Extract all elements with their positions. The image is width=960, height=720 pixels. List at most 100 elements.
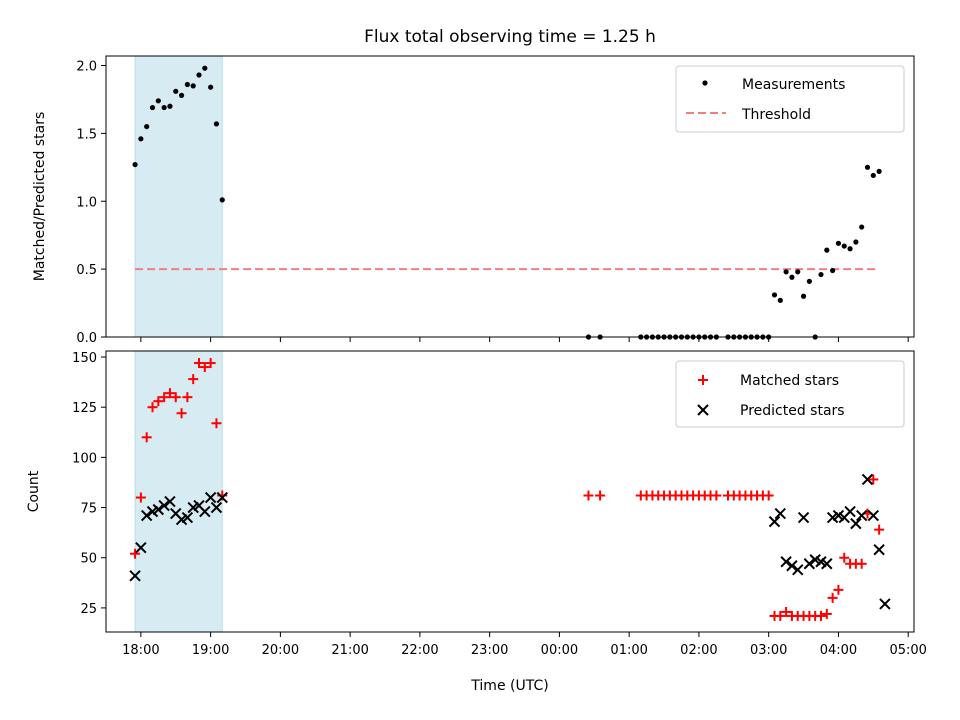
bottom-shaded-span <box>134 350 223 633</box>
legend-matched-label: Matched stars <box>740 373 839 389</box>
predicted-star-point <box>792 564 804 576</box>
legend-predicted-label: Predicted stars <box>740 403 845 419</box>
marker-stroke <box>815 556 827 568</box>
marker-stroke <box>135 541 147 554</box>
matched-star-points <box>130 358 885 621</box>
predicted-star-point <box>850 517 862 530</box>
matched-star-point <box>833 584 844 595</box>
marker-stroke <box>821 558 833 570</box>
measurement-point <box>864 164 871 170</box>
matched-star-point <box>170 392 181 403</box>
marker-stroke <box>697 404 709 416</box>
y-tick-label: 75 <box>80 502 97 517</box>
measurement-point <box>795 269 801 275</box>
matched-star-point <box>763 490 774 501</box>
predicted-star-point <box>129 570 141 582</box>
predicted-star-point <box>135 541 147 554</box>
measurement-point <box>806 278 812 284</box>
bottom-axes-frame <box>105 350 915 633</box>
y-tick-label: 50 <box>80 552 97 567</box>
top-legend: Measurements Threshold <box>675 65 905 133</box>
matched-star-point <box>211 418 222 429</box>
matched-star-point <box>188 374 199 385</box>
x-tick-label: 19:00 <box>192 643 229 658</box>
measurement-point <box>771 292 778 298</box>
measurement-point <box>173 88 179 94</box>
predicted-star-points <box>129 473 891 610</box>
matched-star-point <box>199 362 210 373</box>
measurement-point <box>196 72 202 78</box>
marker-stroke <box>855 509 868 522</box>
x-tick-label: 18:00 <box>122 643 159 658</box>
top-axes-frame <box>105 55 915 338</box>
matched-star-point <box>194 358 205 369</box>
legend-plus-marker <box>698 375 708 385</box>
bottom-x-ticks: 18:00 19:00 20:00 21:00 22:00 23:00 00:00 01:00… <box>122 632 927 658</box>
marker-stroke <box>809 554 821 566</box>
x-tick-label: 04:00 <box>820 643 857 658</box>
top-y-axis-label: Matched/Predicted stars <box>32 112 48 282</box>
predicted-star-point <box>204 491 217 504</box>
matched-star-point <box>182 392 193 403</box>
marker-stroke <box>199 505 211 518</box>
predicted-star-point <box>216 491 228 504</box>
marker-stroke <box>768 515 781 528</box>
x-axis-label: Time (UTC) <box>470 678 548 694</box>
marker-stroke <box>850 517 862 530</box>
measurement-point <box>161 104 167 111</box>
y-tick-label: 1.0 <box>76 195 97 210</box>
matched-star-point <box>815 610 826 621</box>
matched-star-point <box>147 402 158 413</box>
measurement-point <box>830 267 836 274</box>
y-tick-label: 100 <box>72 451 97 466</box>
predicted-star-point <box>867 509 880 522</box>
predicted-star-point <box>152 503 165 516</box>
predicted-star-point <box>861 473 874 486</box>
measurement-point <box>219 197 225 203</box>
measurement-point <box>824 247 830 253</box>
measurement-point <box>138 136 144 142</box>
matched-star-point <box>781 606 792 617</box>
legend-threshold-label: Threshold <box>741 107 811 123</box>
x-tick-label: 01:00 <box>610 643 647 658</box>
x-tick-label: 21:00 <box>331 643 368 658</box>
matched-star-point <box>153 396 164 407</box>
legend-x-marker <box>697 404 709 416</box>
y-tick-label: 0.0 <box>76 331 97 346</box>
marker-stroke <box>216 491 228 504</box>
measurement-point <box>859 224 865 230</box>
marker-stroke <box>158 499 170 512</box>
measurement-point <box>777 297 783 303</box>
measurement-point <box>178 92 185 98</box>
marker-stroke <box>861 473 874 486</box>
marker-stroke <box>792 564 804 576</box>
matched-star-point <box>164 388 175 399</box>
predicted-star-point <box>210 501 223 514</box>
legend-matched-marker <box>698 375 708 385</box>
marker-stroke <box>780 556 792 568</box>
measurement-point <box>184 81 190 88</box>
measurement-point <box>167 103 173 109</box>
predicted-star-point <box>821 558 833 570</box>
marker-stroke <box>152 503 165 516</box>
predicted-star-point <box>855 509 868 522</box>
y-tick-label: 1.5 <box>76 127 97 142</box>
bottom-y-axis-label: Count <box>26 470 42 512</box>
measurement-point <box>155 98 161 104</box>
measurement-point <box>144 123 150 130</box>
x-tick-label: 03:00 <box>750 643 787 658</box>
marker-stroke <box>170 507 182 520</box>
matched-star-point <box>874 524 885 535</box>
matched-star-point <box>583 490 594 501</box>
matched-star-point <box>205 358 216 369</box>
marker-stroke <box>164 495 176 508</box>
matched-star-point <box>595 490 606 501</box>
measurement-point <box>783 269 789 275</box>
marker-stroke <box>879 598 891 610</box>
measurement-point <box>818 271 824 278</box>
y-tick-label: 2.0 <box>76 60 97 75</box>
predicted-star-point <box>181 511 194 524</box>
bottom-legend: Matched stars Predicted stars <box>675 360 905 428</box>
measurement-point <box>190 83 196 89</box>
x-tick-label: 00:00 <box>541 643 578 658</box>
